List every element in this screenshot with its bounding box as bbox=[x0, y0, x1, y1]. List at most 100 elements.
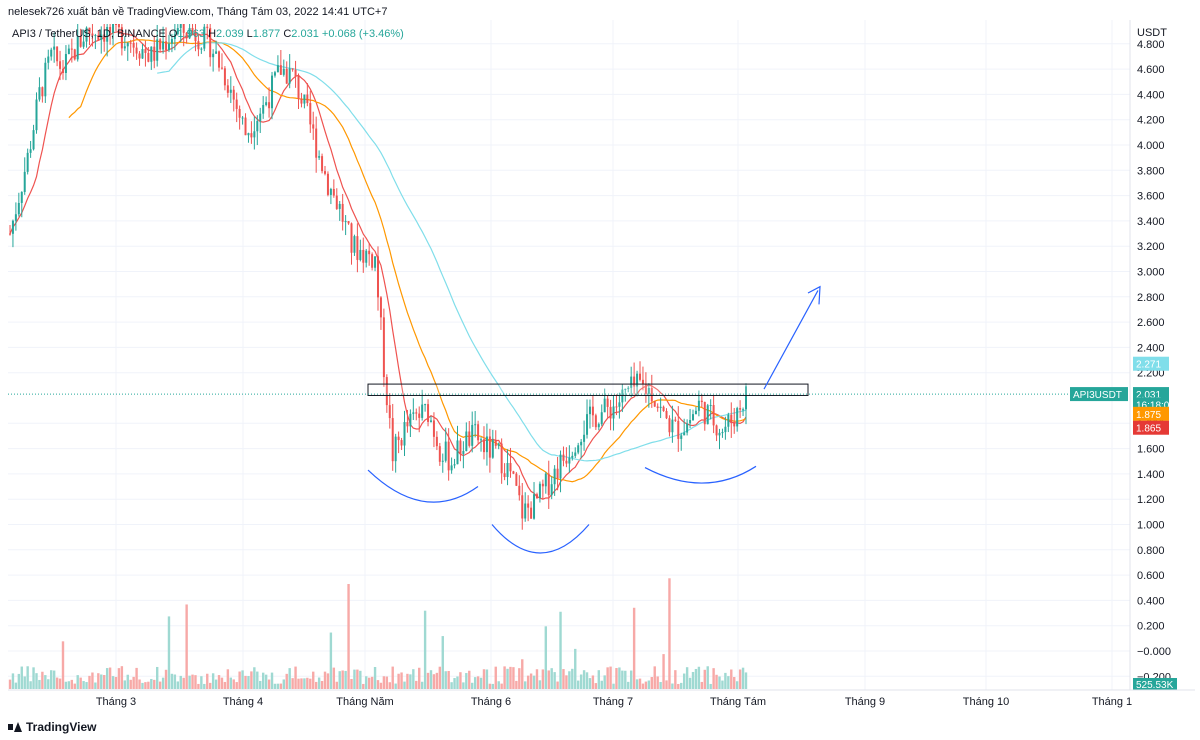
volume-bar bbox=[429, 670, 433, 689]
volume-bar bbox=[700, 681, 704, 689]
close-label: C bbox=[283, 28, 292, 40]
volume-bar bbox=[179, 675, 182, 689]
volume-bar bbox=[400, 672, 403, 689]
candle-body bbox=[494, 439, 497, 446]
candle-body bbox=[597, 424, 600, 428]
x-tick-label: Tháng Tám bbox=[710, 696, 766, 708]
low-label: L bbox=[246, 28, 253, 40]
volume-bar bbox=[562, 669, 565, 689]
volume-bar bbox=[518, 668, 521, 689]
candle-body bbox=[374, 256, 377, 268]
candle-body bbox=[203, 26, 206, 49]
candle-body bbox=[338, 203, 341, 209]
x-tick-label: Tháng 10 bbox=[963, 696, 1009, 708]
candle-body bbox=[385, 377, 388, 406]
candle-body bbox=[103, 34, 106, 42]
volume-bar bbox=[79, 677, 82, 689]
price-badge bbox=[1133, 420, 1169, 435]
price-badge-text: 2.031 bbox=[1136, 390, 1161, 401]
volume-bar bbox=[738, 669, 742, 689]
volume-badge-text: 525.53K bbox=[1136, 680, 1174, 691]
candle-body bbox=[700, 400, 703, 403]
candle-body bbox=[85, 27, 88, 42]
tradingview-footer[interactable]: TradingView bbox=[8, 720, 96, 734]
candle-body bbox=[244, 117, 247, 136]
candle-body bbox=[544, 473, 547, 487]
candle-body bbox=[482, 439, 485, 453]
volume-bar bbox=[297, 678, 300, 689]
volume-bar bbox=[373, 666, 377, 689]
candle-body bbox=[91, 33, 94, 36]
volume-bar bbox=[512, 667, 515, 689]
candle-body bbox=[427, 404, 430, 422]
volume-bar bbox=[450, 682, 453, 689]
volume-bar bbox=[250, 671, 253, 689]
volume-bar bbox=[697, 666, 701, 689]
candle-body bbox=[524, 503, 527, 519]
candle-body bbox=[659, 406, 662, 409]
volume-bar bbox=[409, 674, 412, 689]
candle-body bbox=[591, 406, 594, 416]
volume-bar bbox=[391, 666, 394, 689]
candle-body bbox=[371, 254, 374, 268]
candle-body bbox=[321, 156, 324, 172]
volume-bar bbox=[170, 673, 174, 689]
candle-body bbox=[535, 494, 538, 499]
symbol-name: API3 / TetherUS, 1D, BINANCE bbox=[12, 28, 166, 40]
volume-bar bbox=[73, 683, 76, 689]
volume-bar bbox=[735, 681, 739, 689]
candle-body bbox=[586, 414, 589, 435]
volume-bar bbox=[565, 675, 568, 689]
candle-body bbox=[341, 203, 344, 222]
volume-bar bbox=[462, 682, 465, 689]
candle-body bbox=[135, 47, 138, 54]
candle-body bbox=[630, 376, 633, 388]
volume-bar bbox=[724, 672, 727, 689]
volume-bar bbox=[126, 674, 129, 689]
volume-bar bbox=[214, 679, 218, 689]
candle-body bbox=[724, 426, 727, 433]
volume-bar bbox=[338, 671, 341, 689]
volume-bar bbox=[182, 677, 185, 689]
volume-bar bbox=[418, 667, 421, 689]
volume-bar bbox=[624, 670, 627, 689]
volume-bar bbox=[314, 681, 318, 689]
candle-body bbox=[265, 102, 268, 106]
volume-bar bbox=[615, 668, 618, 689]
volume-bar bbox=[485, 669, 489, 689]
volume-bar bbox=[656, 676, 659, 689]
candle-body bbox=[612, 406, 615, 419]
candle-body bbox=[689, 420, 692, 424]
candle-body bbox=[506, 462, 509, 478]
candle-body bbox=[382, 317, 385, 378]
volume-bar bbox=[426, 672, 430, 689]
candle-body bbox=[379, 297, 382, 318]
volume-bar bbox=[444, 671, 447, 689]
candle-body bbox=[621, 389, 624, 403]
volume-bar bbox=[185, 604, 188, 689]
candle-body bbox=[32, 130, 35, 150]
candle-body bbox=[583, 434, 586, 442]
candle-body bbox=[624, 388, 627, 390]
volume-bar bbox=[741, 667, 745, 689]
volume-bar bbox=[721, 680, 724, 689]
volume-bar bbox=[632, 607, 636, 689]
candle-body bbox=[556, 468, 559, 479]
volume-bar bbox=[476, 676, 480, 689]
candle-body bbox=[362, 249, 365, 263]
candle-body bbox=[639, 373, 642, 380]
candle-body bbox=[668, 418, 671, 433]
volume-bar bbox=[468, 670, 471, 689]
y-tick-label: 3.800 bbox=[1137, 165, 1165, 177]
volume-bar bbox=[665, 680, 668, 689]
candle-body bbox=[282, 68, 285, 75]
volume-bar bbox=[621, 670, 624, 689]
x-tick-label: Tháng 6 bbox=[471, 696, 511, 708]
candle-body bbox=[29, 149, 32, 153]
candle-body bbox=[547, 473, 550, 496]
y-tick-label: 0.800 bbox=[1137, 545, 1165, 557]
volume-bar bbox=[206, 673, 209, 689]
candle-body bbox=[727, 414, 730, 427]
volume-bar bbox=[494, 666, 497, 689]
